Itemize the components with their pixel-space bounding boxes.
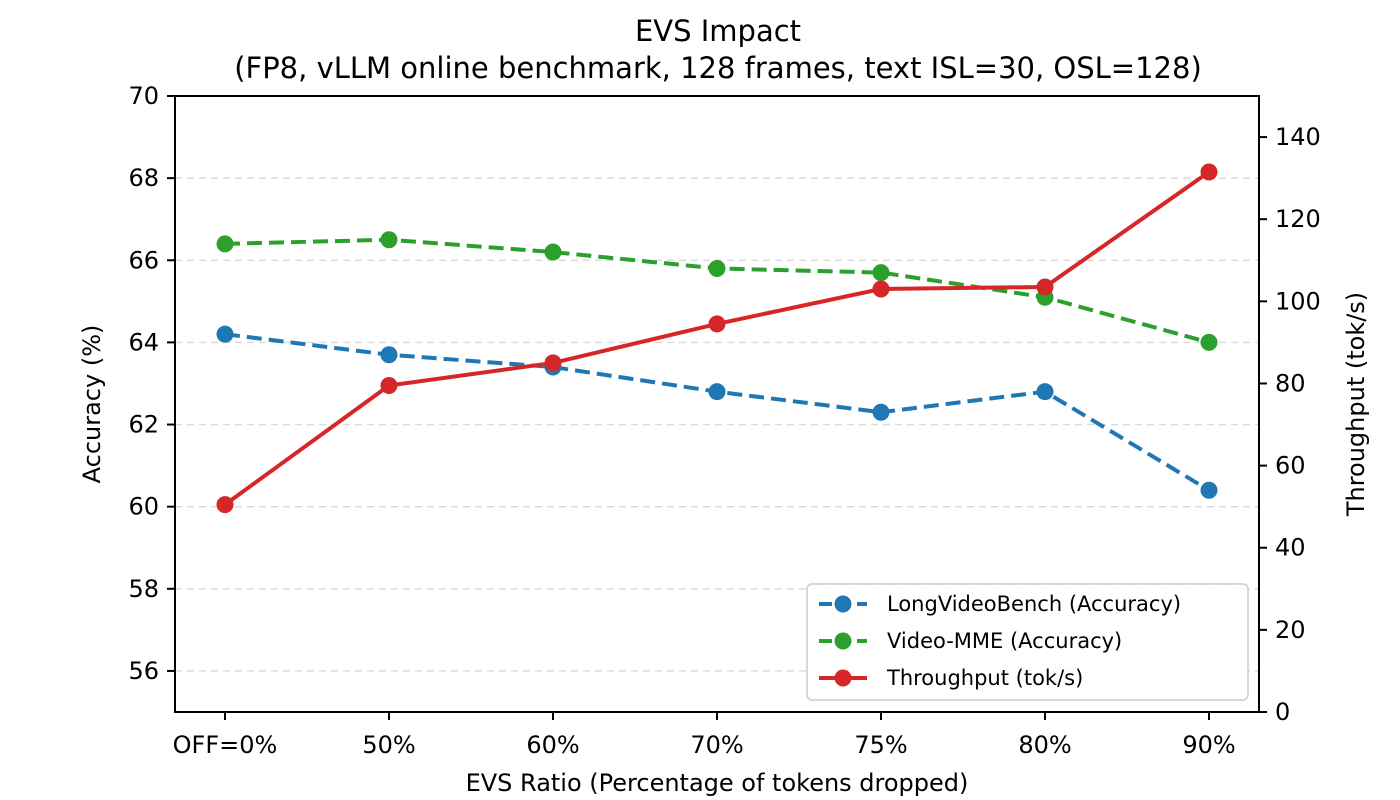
data-point bbox=[216, 325, 234, 343]
y-tick-label: 62 bbox=[128, 411, 159, 439]
legend-label: LongVideoBench (Accuracy) bbox=[887, 592, 1181, 616]
data-point bbox=[380, 346, 398, 364]
data-point bbox=[872, 280, 890, 298]
data-point bbox=[708, 383, 726, 401]
y-tick-label: 58 bbox=[128, 575, 159, 603]
y2-tick-label: 120 bbox=[1275, 205, 1321, 233]
legend-item: Throughput (tok/s) bbox=[819, 666, 1083, 690]
x-tick-label: 60% bbox=[526, 731, 579, 759]
axes: 56 58 60 62 64 66 68 70 0 20 40 60 80 100 120 140 OFF=0%… bbox=[128, 82, 1320, 759]
legend-marker bbox=[834, 595, 852, 613]
y2-tick-label: 140 bbox=[1275, 123, 1321, 151]
series-throughput-tok-s bbox=[216, 163, 1218, 514]
data-point bbox=[872, 403, 890, 421]
x-tick-label: 90% bbox=[1182, 731, 1235, 759]
series-longvideobench-accuracy bbox=[216, 325, 1218, 499]
legend-label: Throughput (tok/s) bbox=[886, 666, 1083, 690]
y-tick-label: 56 bbox=[128, 657, 159, 685]
data-point bbox=[708, 315, 726, 333]
legend-box bbox=[806, 583, 1249, 701]
data-point bbox=[544, 354, 562, 372]
y2-tick-label: 100 bbox=[1275, 287, 1321, 315]
y-tick-label: 68 bbox=[128, 164, 159, 192]
y-tick-label: 70 bbox=[128, 82, 159, 110]
data-point bbox=[1200, 333, 1218, 351]
legend-marker bbox=[834, 669, 852, 687]
data-point bbox=[380, 231, 398, 249]
y-tick-label: 66 bbox=[128, 246, 159, 274]
data-point bbox=[1200, 481, 1218, 499]
data-point bbox=[708, 259, 726, 277]
data-point bbox=[380, 377, 398, 395]
legend-marker bbox=[834, 632, 852, 650]
y-axis-title: Accuracy (%) bbox=[78, 325, 106, 484]
y2-axis-title: Throughput (tok/s) bbox=[1342, 292, 1370, 517]
y2-tick-label: 0 bbox=[1275, 698, 1290, 726]
x-tick-label: 80% bbox=[1018, 731, 1071, 759]
series-layer bbox=[216, 163, 1218, 514]
y-tick-label: 60 bbox=[128, 493, 159, 521]
x-axis-title: EVS Ratio (Percentage of tokens dropped) bbox=[466, 769, 969, 797]
data-point bbox=[544, 243, 562, 261]
x-tick-label: OFF=0% bbox=[173, 731, 278, 759]
data-point bbox=[872, 264, 890, 282]
legend-item: Video-MME (Accuracy) bbox=[819, 629, 1122, 653]
data-point bbox=[216, 235, 234, 253]
legend: LongVideoBench (Accuracy) Video-MME (Accu… bbox=[806, 583, 1249, 701]
y2-tick-label: 40 bbox=[1275, 534, 1306, 562]
data-point bbox=[216, 496, 234, 514]
x-tick-label: 75% bbox=[854, 731, 907, 759]
x-tick-label: 50% bbox=[362, 731, 415, 759]
legend-label: Video-MME (Accuracy) bbox=[887, 629, 1122, 653]
y2-tick-label: 80 bbox=[1275, 369, 1306, 397]
data-point bbox=[1036, 383, 1054, 401]
data-point bbox=[1200, 163, 1218, 181]
y-tick-label: 64 bbox=[128, 328, 159, 356]
series-video-mme-accuracy bbox=[216, 231, 1218, 351]
data-point bbox=[1036, 278, 1054, 296]
chart-subtitle: (FP8, vLLM online benchmark, 128 frames,… bbox=[234, 51, 1202, 85]
legend-item: LongVideoBench (Accuracy) bbox=[819, 592, 1181, 616]
y2-tick-label: 60 bbox=[1275, 452, 1306, 480]
y2-tick-label: 20 bbox=[1275, 616, 1306, 644]
x-tick-label: 70% bbox=[690, 731, 743, 759]
chart-title: EVS Impact bbox=[635, 14, 801, 48]
